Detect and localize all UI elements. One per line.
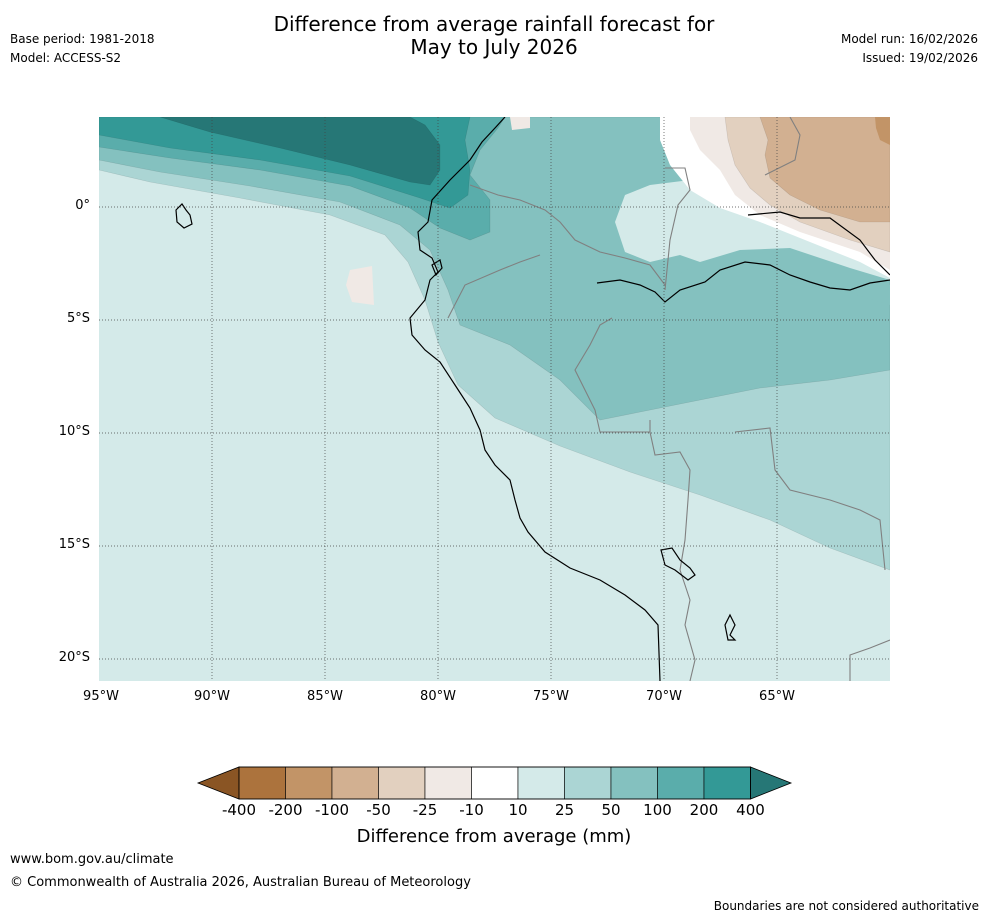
colorbar-bin--100 [331,766,379,800]
map-frame [99,117,890,681]
model-text: Model: ACCESS-S2 [10,51,122,65]
colorbar-bin--400 [238,766,286,800]
colorbar-bin-neutral [471,766,519,800]
colorbar-tick: 50 [601,801,621,819]
colorbar-bin-10 [517,766,565,800]
lat-label-20s: 20°S [58,650,90,665]
lat-label-0: 0° [75,198,90,213]
chart-title: Difference from average rainfall forecas… [0,13,988,59]
colorbar-tick: 25 [554,801,575,819]
lon-label-90w: 90°W [194,689,230,704]
colorbar-tick: -200 [268,801,303,819]
model-run-text: Model run: 16/02/2026 [840,32,978,46]
colorbar-tick: -25 [412,801,438,819]
wet-band-400 [159,117,441,186]
header-left-meta: Base period: 1981-2018 Model: ACCESS-S2 [10,30,155,68]
lon-label-80w: 80°W [420,689,456,704]
colorbar-tick: 10 [508,801,528,819]
colorbar-bin-100 [657,766,705,800]
dry-band-50-northeast [759,117,890,223]
issued-text: Issued: 19/02/2026 [862,51,978,65]
lat-label-15s: 15°S [58,537,90,552]
colorbar-bin--200 [285,766,333,800]
header-right-meta: Model run: 16/02/2026 Issued: 19/02/2026 [841,30,978,68]
colorbar-arrow-right [750,766,793,800]
wet-patch-50-interior [650,250,890,305]
footer-copyright: © Commonwealth of Australia 2026, Austra… [10,875,471,890]
colorbar-bin-25 [564,766,612,800]
colorbar-bin--50 [378,766,426,800]
colorbar-bin--25 [424,766,472,800]
lat-label-5s: 5°S [66,311,90,326]
colorbar-title: Difference from average (mm) [356,826,632,847]
colorbar-tick: 400 [736,801,765,819]
lon-label-85w: 85°W [307,689,343,704]
lat-label-10s: 10°S [58,424,90,439]
title-line-2: May to July 2026 [410,35,578,59]
colorbar-bin-200 [703,766,751,800]
dry-band-100-northeast [875,117,890,145]
colorbar-tick: 100 [643,801,672,819]
colorbar-tick: 200 [689,801,719,819]
dry-patch-north [510,117,530,130]
base-period-text: Base period: 1981-2018 [10,32,155,46]
dry-patch-ocean [346,266,374,305]
footer-disclaimer: Boundaries are not considered authoritat… [713,899,979,913]
lon-label-65w: 65°W [759,689,795,704]
coastline [175,117,890,681]
lon-label-70w: 70°W [646,689,682,704]
colorbar-tick: -400 [221,801,257,819]
footer-url: www.bom.gov.au/climate [10,852,174,867]
colorbar-outline [238,766,751,800]
country-borders [447,117,890,681]
colorbar-tick: -100 [314,801,350,819]
lon-label-95w: 95°W [83,689,119,704]
colorbar-tick: -50 [366,801,391,819]
lon-label-75w: 75°W [533,689,569,704]
colorbar-bin-50 [610,766,658,800]
graticule [99,117,890,681]
colorbar-arrow-left [196,766,240,800]
colorbar [196,766,793,800]
title-line-1: Difference from average rainfall forecas… [273,12,715,36]
colorbar-tick: -10 [459,801,484,819]
